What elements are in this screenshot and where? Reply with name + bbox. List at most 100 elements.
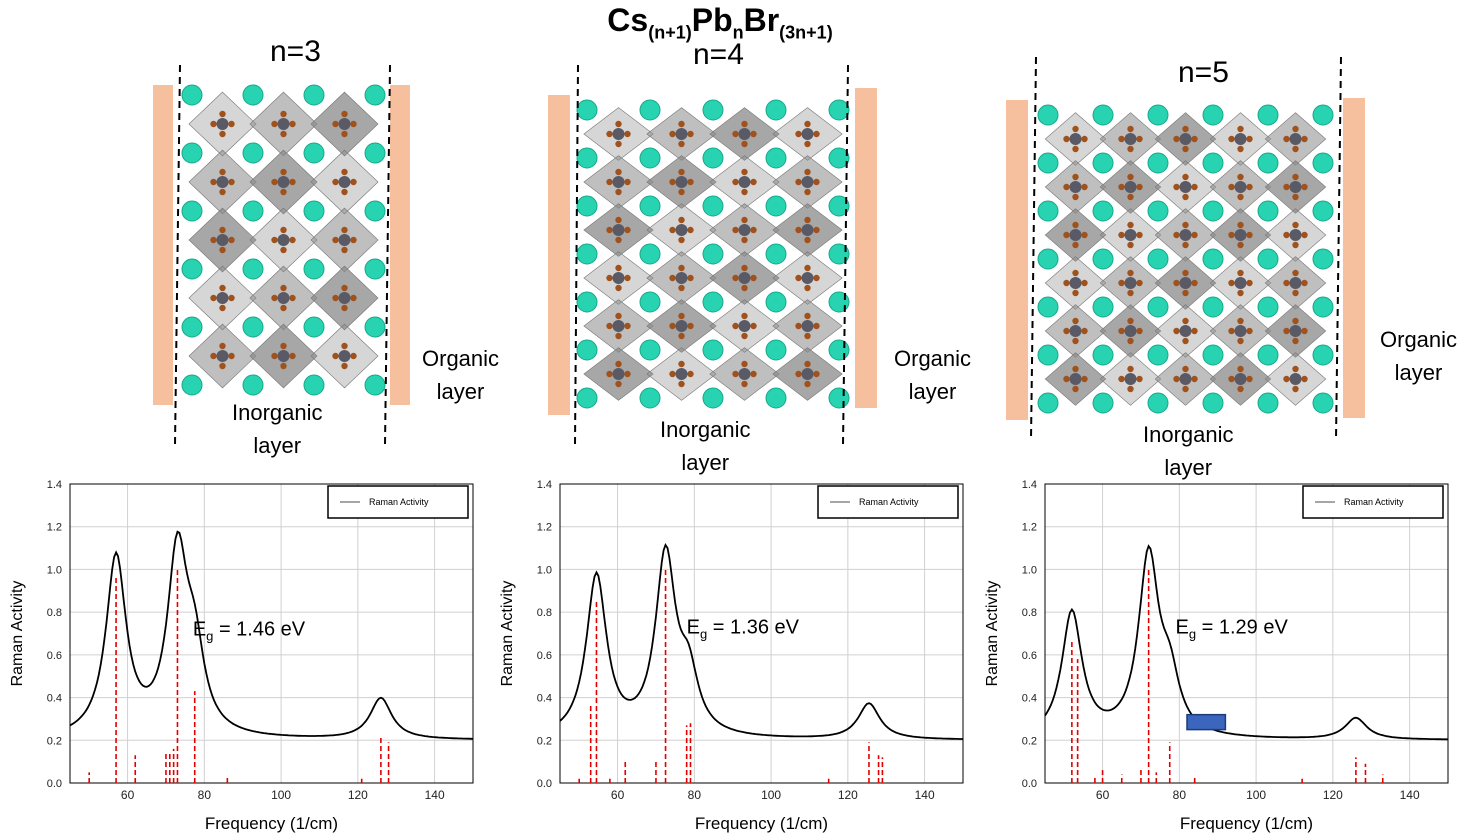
cs-atom	[364, 374, 386, 396]
cs-atom	[1147, 392, 1169, 414]
pb-atom	[1289, 325, 1302, 337]
br-atom	[1127, 385, 1134, 393]
br-atom	[813, 322, 820, 330]
cs-atom	[765, 243, 787, 265]
cs-atom	[364, 200, 386, 222]
cs-atom	[639, 243, 661, 265]
formula-sub-2: n	[732, 22, 744, 43]
cs-atom	[1202, 344, 1224, 366]
cs-atom	[1092, 344, 1114, 366]
br-atom	[1237, 193, 1244, 201]
y-axis-label: Raman Activity	[9, 581, 26, 687]
br-atom	[1081, 135, 1088, 143]
pb-atom	[738, 128, 751, 140]
y-tick-label: 0.0	[47, 778, 62, 790]
br-atom	[1182, 289, 1189, 297]
br-atom	[1228, 327, 1235, 335]
formula-br: Br	[743, 2, 780, 38]
br-atom	[1081, 231, 1088, 239]
x-tick-label: 60	[121, 788, 135, 802]
x-tick-label: 140	[915, 788, 935, 802]
cs-atom	[1312, 296, 1334, 318]
inorganic-label-n5: Inorganic layer	[1143, 422, 1234, 480]
br-atom	[1118, 327, 1125, 335]
br-atom	[813, 226, 820, 234]
cs-atom	[1147, 296, 1169, 318]
br-atom	[687, 226, 694, 234]
cs-atom	[576, 243, 598, 265]
layer-boundary-right	[842, 64, 849, 445]
pb-atom	[1234, 373, 1247, 385]
br-atom	[280, 226, 287, 234]
organic-layer-right	[855, 88, 877, 408]
br-atom	[624, 178, 631, 186]
organic-layer-left	[153, 85, 173, 405]
pb-atom	[738, 176, 751, 188]
br-atom	[687, 322, 694, 330]
legend-label: Raman Activity	[1344, 497, 1404, 507]
y-tick-label: 1.0	[1022, 564, 1037, 576]
br-atom	[1301, 135, 1308, 143]
cs-atom	[765, 147, 787, 169]
br-atom	[341, 168, 348, 176]
br-atom	[228, 352, 235, 360]
pb-atom	[738, 368, 751, 380]
br-atom	[280, 284, 287, 292]
y-tick-label: 1.4	[1022, 479, 1037, 491]
band-gap-annotation: Eg = 1.36 eV	[687, 617, 800, 642]
br-atom	[1301, 231, 1308, 239]
cs-atom	[303, 84, 325, 106]
br-atom	[341, 226, 348, 234]
br-atom	[804, 236, 811, 244]
br-atom	[219, 130, 226, 138]
pb-atom	[1289, 133, 1302, 145]
br-atom	[732, 274, 739, 282]
br-atom	[1237, 289, 1244, 297]
br-atom	[1191, 135, 1198, 143]
br-atom	[1118, 279, 1125, 287]
pb-atom	[1289, 373, 1302, 385]
br-atom	[741, 284, 748, 292]
y-tick-label: 1.2	[1022, 522, 1037, 534]
layer-boundary-left	[1030, 56, 1037, 440]
br-atom	[341, 304, 348, 312]
br-atom	[741, 216, 748, 224]
pb-atom	[612, 224, 625, 236]
br-atom	[1127, 337, 1134, 345]
br-atom	[795, 322, 802, 330]
br-atom	[280, 168, 287, 176]
cs-atom	[303, 316, 325, 338]
pb-atom	[1069, 181, 1082, 193]
cs-atom	[828, 99, 850, 121]
pb-atom	[801, 272, 814, 284]
y-tick-label: 1.0	[47, 564, 62, 576]
br-atom	[1173, 327, 1180, 335]
br-atom	[804, 332, 811, 340]
br-atom	[1228, 279, 1235, 287]
br-atom	[813, 370, 820, 378]
br-atom	[741, 188, 748, 196]
br-atom	[804, 140, 811, 148]
br-atom	[280, 130, 287, 138]
organic-label-n4: Organic layer	[894, 346, 972, 404]
cs-atom	[1312, 344, 1334, 366]
br-atom	[350, 120, 357, 128]
pb-atom	[1179, 229, 1192, 241]
x-tick-label: 100	[1246, 788, 1266, 802]
br-atom	[1246, 183, 1253, 191]
layer-boundary-right	[1335, 56, 1342, 440]
br-atom	[341, 130, 348, 138]
cs-atom	[765, 195, 787, 217]
br-atom	[1292, 289, 1299, 297]
br-atom	[1127, 125, 1134, 133]
pb-atom	[277, 118, 290, 130]
br-atom	[615, 188, 622, 196]
y-tick-label: 0.2	[1022, 735, 1037, 747]
br-atom	[1063, 279, 1070, 287]
cs-atom	[242, 316, 264, 338]
y-tick-label: 0.4	[47, 693, 62, 705]
pb-atom	[738, 272, 751, 284]
cs-atom	[765, 339, 787, 361]
br-atom	[669, 370, 676, 378]
pb-atom	[277, 292, 290, 304]
